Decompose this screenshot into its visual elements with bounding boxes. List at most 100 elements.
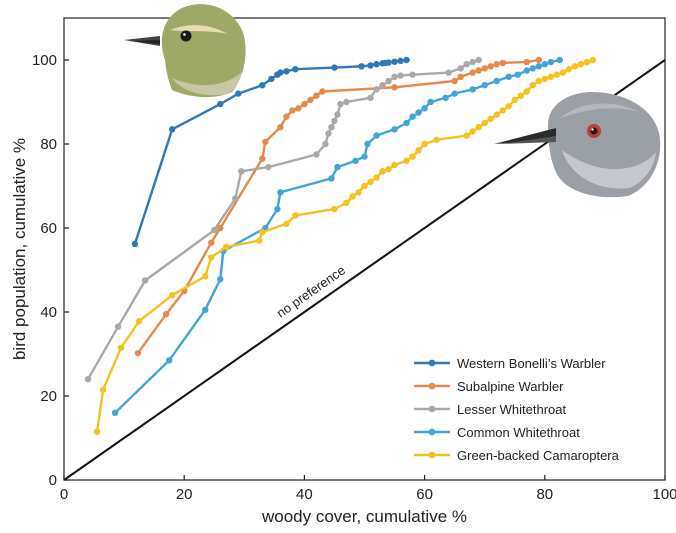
data-point: [313, 92, 320, 99]
data-point: [385, 166, 392, 173]
data-point: [547, 58, 555, 66]
data-point: [367, 178, 374, 185]
data-point: [379, 168, 386, 175]
data-point: [451, 90, 458, 97]
data-point: [475, 56, 482, 64]
legend-label: Subalpine Warbler: [457, 379, 564, 394]
data-point: [292, 66, 299, 73]
legend-item: Green-backed Camaroptera: [414, 448, 620, 463]
data-point: [415, 147, 422, 154]
data-point: [541, 60, 548, 68]
data-point: [223, 243, 230, 251]
data-point: [445, 69, 452, 76]
data-point: [361, 182, 368, 190]
data-point: [409, 113, 416, 120]
data-point: [415, 109, 422, 116]
data-point: [481, 65, 488, 72]
series-2: [84, 56, 482, 383]
series-4: [93, 56, 597, 435]
data-point: [355, 189, 362, 196]
data-point: [168, 292, 176, 299]
data-point: [328, 175, 335, 182]
data-point: [514, 71, 521, 78]
data-point: [511, 96, 518, 104]
data-point: [523, 67, 530, 74]
data-point: [559, 69, 567, 76]
data-point: [451, 77, 458, 85]
data-point: [259, 155, 266, 162]
x-axis-title: woody cover, cumulative %: [261, 507, 467, 526]
data-point: [84, 376, 92, 383]
data-point: [475, 67, 482, 74]
data-point: [292, 212, 299, 219]
legend-label: Green-backed Camaroptera: [457, 448, 620, 463]
data-point: [469, 86, 476, 93]
data-point: [211, 226, 218, 234]
data-point: [277, 69, 284, 76]
data-point: [131, 240, 139, 248]
data-point: [499, 59, 506, 67]
data-point: [505, 73, 512, 81]
data-point: [385, 59, 392, 66]
series-0: [131, 56, 410, 248]
data-point: [469, 128, 476, 135]
data-point: [529, 65, 536, 72]
data-point: [111, 409, 119, 416]
y-tick-label: 40: [40, 304, 57, 321]
data-point: [442, 94, 449, 102]
data-point: [283, 220, 290, 227]
data-point: [217, 276, 224, 283]
data-point: [583, 58, 591, 66]
x-tick-label: 60: [416, 486, 433, 503]
data-point: [277, 124, 284, 131]
data-point: [217, 100, 224, 108]
data-point: [256, 237, 263, 244]
legend-label: Lesser Whitethroat: [457, 402, 566, 417]
data-point: [262, 138, 269, 146]
data-point: [379, 82, 386, 89]
data-point: [331, 205, 338, 213]
data-point: [367, 62, 374, 69]
data-point: [517, 92, 524, 99]
data-point: [283, 68, 290, 75]
data-point: [364, 140, 371, 148]
data-point: [553, 71, 561, 78]
data-point: [313, 151, 320, 158]
data-point: [469, 69, 476, 76]
data-point: [322, 140, 329, 148]
data-point: [343, 199, 350, 206]
legend-swatch-marker: [428, 359, 436, 367]
data-point: [349, 193, 356, 200]
data-point: [268, 75, 275, 83]
data-point: [403, 119, 410, 127]
plot-frame: [63, 17, 666, 481]
data-point: [135, 318, 143, 325]
data-point: [373, 60, 380, 68]
data-point: [529, 82, 536, 89]
data-point: [463, 60, 470, 68]
legend-item: Common Whitethroat: [414, 425, 580, 440]
data-point: [385, 77, 392, 85]
data-point: [328, 124, 335, 131]
data-point: [274, 205, 281, 213]
data-point: [373, 174, 380, 181]
data-point: [493, 60, 500, 68]
data-point: [577, 60, 585, 68]
data-point: [487, 63, 494, 70]
data-point: [295, 105, 302, 112]
data-point: [427, 98, 434, 106]
data-point: [556, 56, 564, 64]
data-point: [373, 86, 380, 93]
data-point: [301, 100, 308, 108]
data-point: [403, 56, 410, 64]
y-tick-label: 20: [40, 388, 57, 405]
data-point: [99, 386, 107, 393]
data-point: [208, 239, 215, 246]
series-layer: [84, 56, 597, 435]
data-point: [499, 107, 506, 114]
series-1: [134, 56, 542, 357]
data-point: [361, 153, 368, 160]
data-point: [162, 310, 170, 318]
data-point: [134, 349, 142, 357]
